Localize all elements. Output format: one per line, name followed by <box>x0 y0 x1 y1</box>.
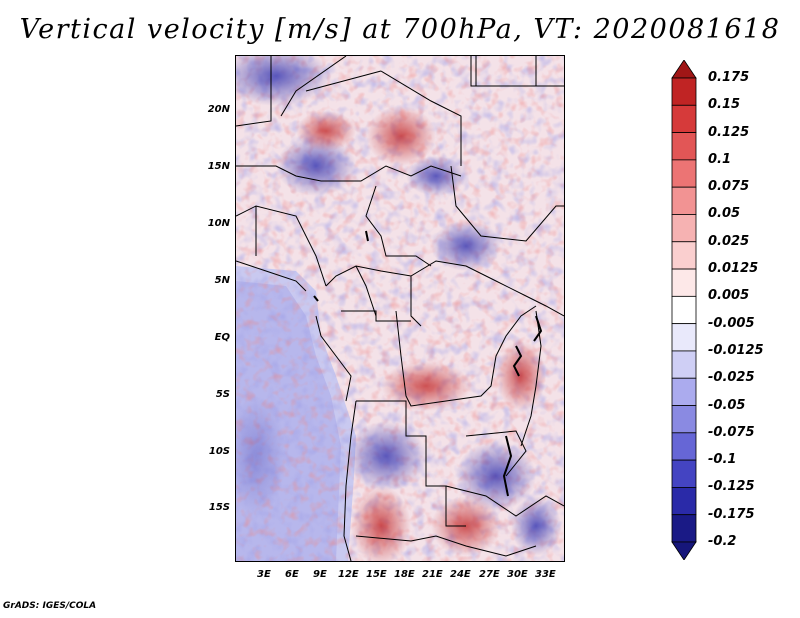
colorbar-label: 0.125 <box>708 124 750 140</box>
lon-label: 9E <box>313 569 327 580</box>
colorbar-segment <box>671 432 697 461</box>
colorbar-segment <box>671 350 697 379</box>
lat-label: 10N <box>207 218 230 229</box>
lon-label: 21E <box>422 569 443 580</box>
colorbar-segment <box>671 405 697 434</box>
colorbar-segment <box>671 377 697 406</box>
colorbar-segment <box>671 104 697 133</box>
map-panel <box>235 55 565 562</box>
lat-label: 15N <box>207 161 230 172</box>
lat-label: 5N <box>214 275 230 286</box>
colorbar-segment <box>671 77 697 106</box>
lat-label: 5S <box>215 389 230 400</box>
colorbar-segment <box>671 323 697 352</box>
lat-label: 15S <box>208 502 230 513</box>
colorbar-segment <box>671 459 697 488</box>
colorbar-label: -0.125 <box>708 479 755 495</box>
colorbar-segment <box>671 514 697 543</box>
colorbar-segment <box>671 295 697 325</box>
page-title: Vertical velocity [m/s] at 700hPa, VT: 2… <box>19 14 781 45</box>
lon-label: 12E <box>338 569 359 580</box>
colorbar-label: 0.0125 <box>708 261 759 277</box>
lon-label: 6E <box>285 569 299 580</box>
colorbar-label: 0.075 <box>708 179 750 195</box>
colorbar-segment <box>671 159 697 188</box>
colorbar-label: -0.2 <box>708 534 737 549</box>
vertical-velocity-field <box>236 56 564 561</box>
lon-label: 3E <box>257 569 271 580</box>
colorbar-segment <box>671 60 697 79</box>
colorbar-label: 0.05 <box>708 206 741 222</box>
lon-label: 33E <box>535 569 556 580</box>
lon-label: 27E <box>479 569 500 580</box>
colorbar-label: -0.0125 <box>708 342 764 358</box>
colorbar-label: 0.1 <box>708 151 732 167</box>
colorbar-segment <box>671 241 697 270</box>
colorbar-label: -0.005 <box>708 315 755 331</box>
colorbar-label: 0.025 <box>708 233 750 249</box>
lat-label: EQ <box>214 332 230 343</box>
colorbar-label: -0.025 <box>708 370 755 386</box>
footer-credit: GrADS: IGES/COLA <box>3 601 97 611</box>
colorbar-label: 0.15 <box>708 97 741 113</box>
lat-label: 10S <box>208 446 230 457</box>
lat-label: 20N <box>207 104 230 115</box>
lon-label: 24E <box>450 569 471 580</box>
colorbar-label: -0.175 <box>708 506 755 522</box>
colorbar-label: -0.075 <box>708 424 755 440</box>
colorbar <box>671 60 697 560</box>
colorbar-segment <box>671 541 697 560</box>
lon-label: 18E <box>394 569 415 580</box>
colorbar-segment <box>671 268 697 297</box>
colorbar-segment <box>671 487 697 516</box>
colorbar-segment <box>671 132 697 161</box>
colorbar-label: 0.175 <box>708 70 750 85</box>
colorbar-label: -0.1 <box>708 452 737 468</box>
colorbar-segment <box>671 186 697 215</box>
colorbar-label: -0.05 <box>708 397 746 413</box>
lon-label: 15E <box>366 569 387 580</box>
colorbar-label: 0.005 <box>708 288 750 304</box>
lon-label: 30E <box>507 569 528 580</box>
colorbar-segment <box>671 214 697 243</box>
